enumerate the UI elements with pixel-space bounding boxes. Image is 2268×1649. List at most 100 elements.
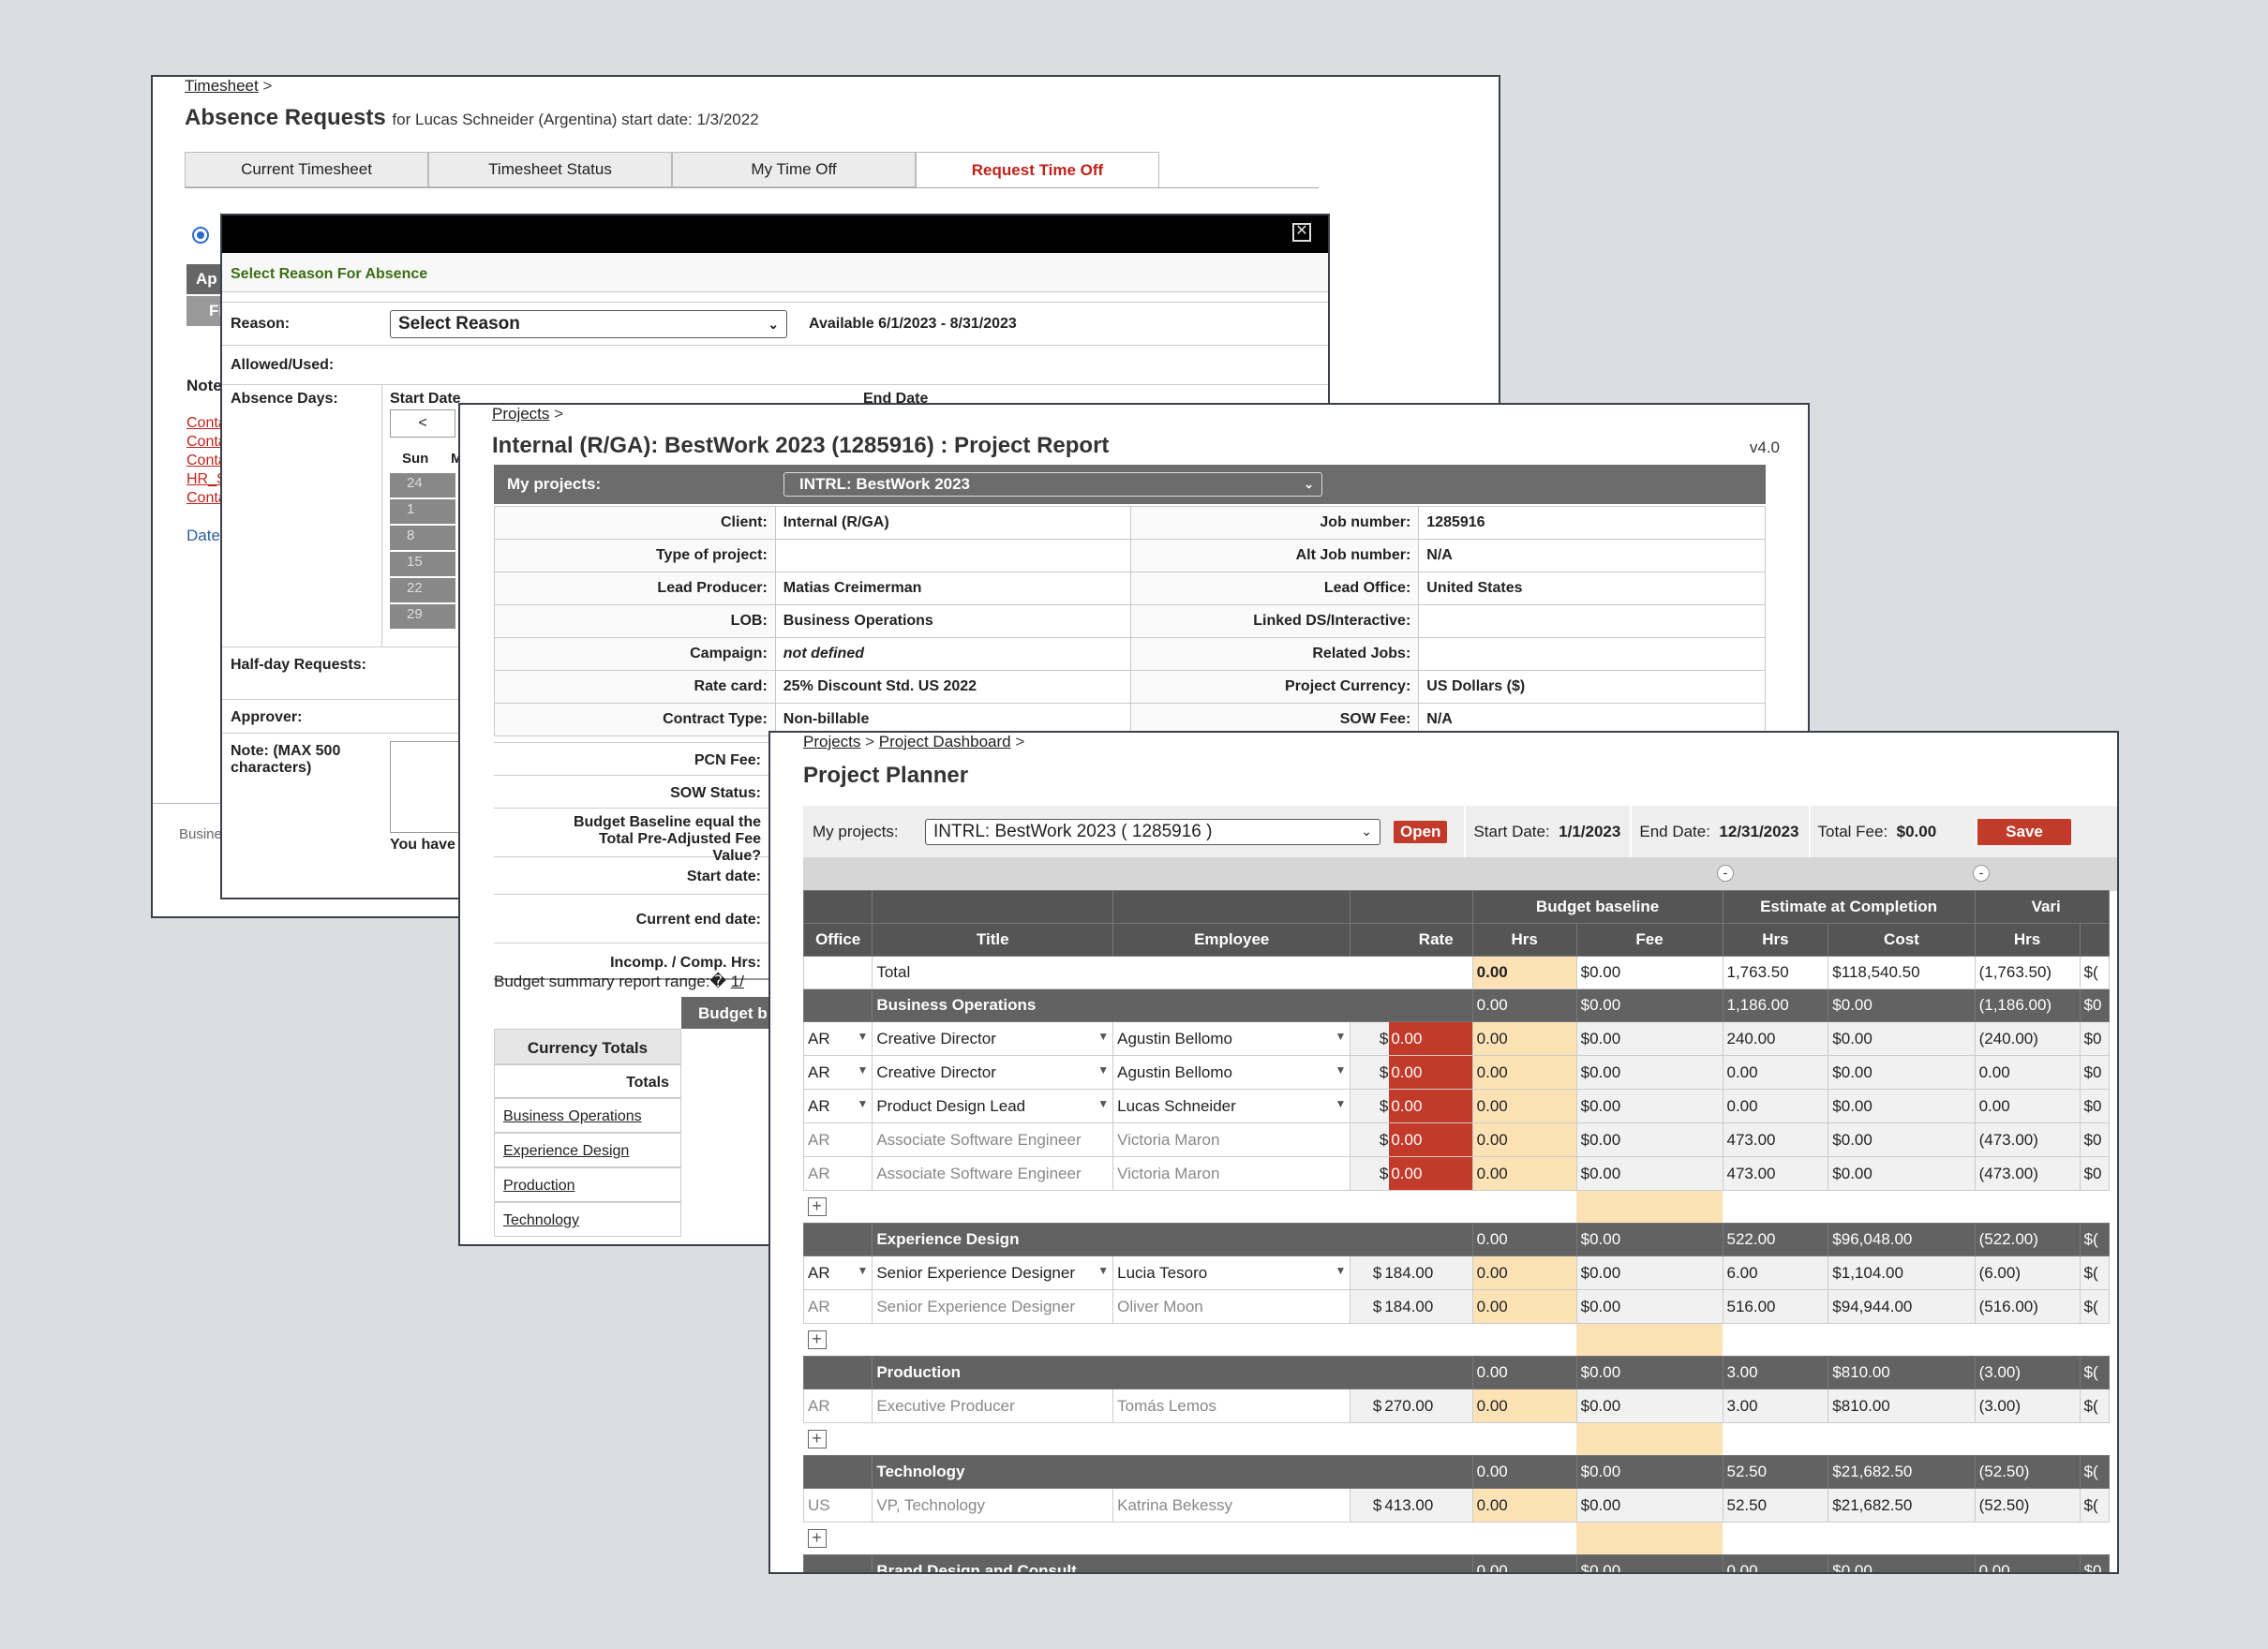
project-select[interactable]: INTRL: BestWork 2023 ⌄ xyxy=(783,472,1322,497)
employee-value: Tomás Lemos xyxy=(1117,1396,1216,1415)
value-cell: 0.00 xyxy=(1722,1089,1829,1123)
office-cell[interactable]: AR ▼ xyxy=(802,1055,873,1090)
rate-cell[interactable]: $270.00 xyxy=(1350,1389,1473,1423)
column-header[interactable]: Hrs xyxy=(1722,923,1829,957)
section-value: $0 xyxy=(2079,988,2110,1022)
office-value: AR xyxy=(808,1130,830,1149)
dropdown-arrow-icon: ▼ xyxy=(857,1062,869,1077)
value-cell[interactable]: 0.00 xyxy=(1471,1389,1577,1423)
employee-cell[interactable]: Agustin Bellomo ▼ xyxy=(1112,1055,1351,1090)
column-header[interactable]: Hrs xyxy=(1974,923,2081,957)
budget-range-link[interactable]: 1/ xyxy=(730,973,744,990)
value-cell: $0.00 xyxy=(1575,1122,1723,1157)
end-date-label: End Date: xyxy=(1639,822,1710,840)
calendar-date[interactable]: 15 xyxy=(390,552,455,576)
rate-cell[interactable]: $413.00 xyxy=(1350,1488,1473,1523)
column-header[interactable]: Title xyxy=(872,923,1114,957)
contact-link[interactable]: Conta xyxy=(187,434,227,450)
value-cell[interactable]: 0.00 xyxy=(1471,1255,1577,1290)
office-cell[interactable]: AR ▼ xyxy=(802,1089,873,1123)
employee-cell[interactable]: Agustin Bellomo ▼ xyxy=(1112,1021,1351,1056)
rate-cell[interactable]: $0.00 xyxy=(1350,1122,1473,1157)
value-cell[interactable]: 0.00 xyxy=(1471,1055,1577,1090)
contact-link[interactable]: Conta xyxy=(187,453,227,468)
add-row-icon[interactable]: + xyxy=(807,1529,827,1548)
section-row: Business Operations 0.00 $0.00 1,186.00 $0.0… xyxy=(802,988,2117,1022)
contact-link[interactable]: Conta xyxy=(187,490,227,506)
title-cell[interactable]: Senior Experience Designer ▼ xyxy=(872,1255,1114,1290)
rate-cell[interactable]: $184.00 xyxy=(1350,1255,1473,1290)
add-row-icon[interactable]: + xyxy=(807,1430,827,1448)
dropdown-arrow-icon: ▼ xyxy=(857,1096,869,1110)
reason-select[interactable]: Select Reason ⌄ xyxy=(390,310,787,338)
calendar-prev-button[interactable]: < xyxy=(390,409,455,438)
column-header[interactable]: Employee xyxy=(1112,923,1351,957)
office-cell[interactable]: AR ▼ xyxy=(802,1255,873,1290)
value-cell[interactable]: 0.00 xyxy=(1471,1289,1577,1324)
column-header[interactable]: Fee xyxy=(1575,923,1723,957)
calendar-date[interactable]: 8 xyxy=(390,526,455,550)
lob-link-technology[interactable]: Technology xyxy=(503,1212,579,1228)
column-header[interactable]: Office xyxy=(802,923,873,957)
employee-cell[interactable]: Lucia Tesoro ▼ xyxy=(1112,1255,1351,1290)
rate-value: 0.00 xyxy=(1389,1056,1472,1089)
value-cell[interactable]: 0.00 xyxy=(1471,1089,1577,1123)
hr-link[interactable]: HR_S xyxy=(187,471,227,487)
value-cell[interactable]: 0.00 xyxy=(1471,1122,1577,1157)
breadcrumb-dashboard-link[interactable]: Project Dashboard xyxy=(878,733,1011,750)
value-cell[interactable]: 0.00 xyxy=(1471,1156,1577,1191)
value-cell: $0.00 xyxy=(1575,1488,1723,1523)
lob-link-business-operations[interactable]: Business Operations xyxy=(503,1108,642,1124)
save-button[interactable]: Save xyxy=(1976,818,2071,845)
calendar-date[interactable]: 22 xyxy=(390,578,455,602)
radio-option[interactable] xyxy=(192,227,209,244)
collapse-estimate-icon[interactable]: - xyxy=(1973,865,1990,882)
start-date-label: Start date: xyxy=(494,856,768,894)
total-value: $( xyxy=(2079,956,2110,989)
breadcrumb-timesheet-link[interactable]: Timesheet xyxy=(185,77,259,95)
info-row: Client: Internal (R/GA) Job number: 1285916 xyxy=(494,506,1766,540)
section-value: 0.00 xyxy=(1974,1554,2081,1572)
value-cell[interactable]: 0.00 xyxy=(1471,1488,1577,1523)
tab-my-time-off[interactable]: My Time Off xyxy=(672,152,916,187)
column-header[interactable]: Hrs xyxy=(1471,923,1577,957)
office-value: AR xyxy=(808,1297,830,1315)
value-cell: $0.00 xyxy=(1828,1122,1976,1157)
add-row-icon[interactable]: + xyxy=(807,1330,827,1349)
rate-cell[interactable]: $0.00 xyxy=(1350,1089,1473,1123)
employee-cell[interactable]: Lucas Schneider ▼ xyxy=(1112,1089,1351,1123)
breadcrumb-projects-link[interactable]: Projects xyxy=(803,733,861,750)
lob-link-production[interactable]: Production xyxy=(503,1178,575,1194)
section-value: $96,048.00 xyxy=(1828,1223,1976,1256)
value-cell: $0 xyxy=(2079,1156,2110,1191)
rate-cell[interactable]: $0.00 xyxy=(1350,1055,1473,1090)
rate-cell[interactable]: $184.00 xyxy=(1350,1289,1473,1324)
column-header[interactable]: Cost xyxy=(1828,923,1976,957)
rate-cell[interactable]: $0.00 xyxy=(1350,1021,1473,1056)
info-value: Business Operations xyxy=(774,604,1132,638)
add-row-icon[interactable]: + xyxy=(807,1197,827,1216)
rate-cell[interactable]: $0.00 xyxy=(1350,1156,1473,1191)
collapse-budget-icon[interactable]: - xyxy=(1717,865,1734,882)
project-select[interactable]: INTRL: BestWork 2023 ( 1285916 ) ⌄ xyxy=(925,818,1380,845)
contact-link[interactable]: Conta xyxy=(187,415,227,431)
value-cell: (516.00) xyxy=(1974,1289,2081,1324)
value-cell[interactable]: 0.00 xyxy=(1471,1021,1577,1056)
tab-current-timesheet[interactable]: Current Timesheet xyxy=(185,152,428,187)
breadcrumb-projects-link[interactable]: Projects xyxy=(492,405,550,423)
title-cell[interactable]: Creative Director ▼ xyxy=(872,1055,1114,1090)
calendar-date[interactable]: 1 xyxy=(390,499,455,524)
calendar-date[interactable]: 24 xyxy=(390,473,455,498)
calendar-date[interactable]: 29 xyxy=(390,604,455,629)
column-header[interactable]: Rate xyxy=(1350,923,1473,957)
lob-link-experience-design[interactable]: Experience Design xyxy=(503,1143,630,1159)
title-cell[interactable]: Creative Director ▼ xyxy=(872,1021,1114,1056)
open-button[interactable]: Open xyxy=(1394,820,1448,843)
office-cell[interactable]: AR ▼ xyxy=(802,1021,873,1056)
tab-timesheet-status[interactable]: Timesheet Status xyxy=(428,152,672,187)
title-cell[interactable]: Product Design Lead ▼ xyxy=(872,1089,1114,1123)
tab-request-time-off[interactable]: Request Time Off xyxy=(916,152,1159,187)
info-label: Type of project: xyxy=(494,539,776,572)
title-cell: Executive Producer xyxy=(872,1389,1114,1423)
close-icon[interactable]: ✕ xyxy=(1292,223,1311,242)
